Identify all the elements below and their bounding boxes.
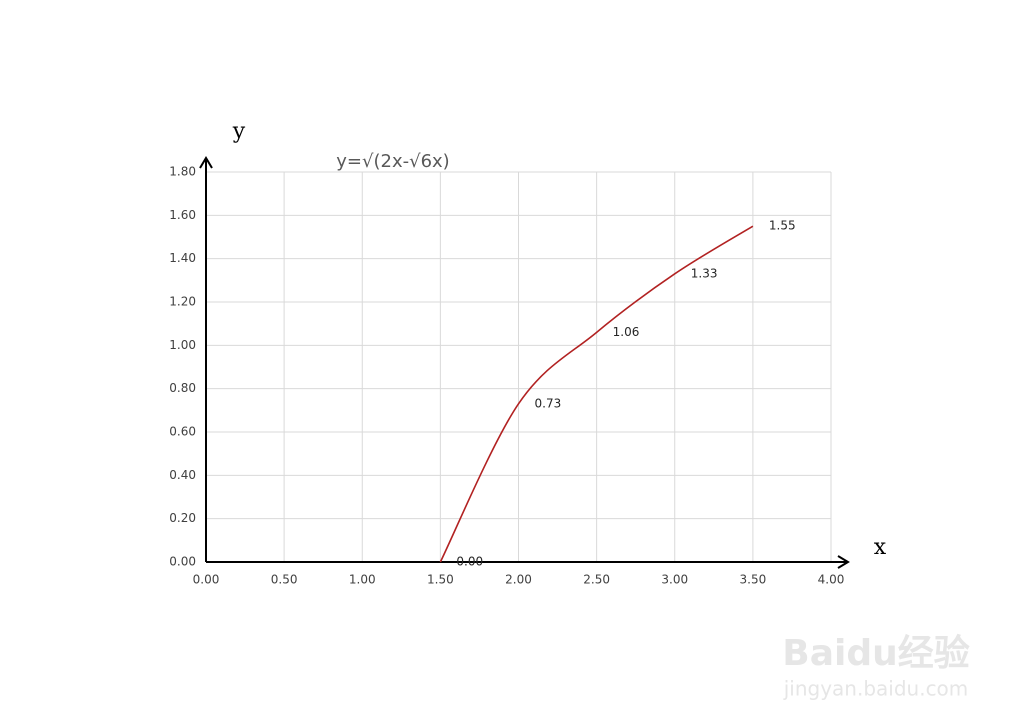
y-tick-label: 0.80 [169,381,196,395]
x-tick-label: 1.00 [349,573,376,587]
data-label: 0.00 [456,555,483,569]
x-axis-label: x [874,535,887,560]
chart-title: y=√(2x-√6x) [336,151,449,172]
watermark-url: jingyan.baidu.com [783,677,969,701]
data-label: 1.55 [769,219,796,233]
y-axis-label: y [232,119,246,144]
data-label: 1.06 [613,325,640,339]
x-axis [206,555,850,569]
x-tick-label: 0.50 [271,573,298,587]
series-line [439,225,754,563]
data-label: 1.33 [691,266,718,280]
data-label: 0.73 [535,396,562,410]
y-tick-label: 0.00 [169,555,196,569]
y-tick-label: 0.20 [169,511,196,525]
y-tick-label: 1.20 [169,295,196,309]
x-tick-label: 2.00 [505,573,532,587]
x-tick-label: 3.50 [740,573,767,587]
y-axis [199,156,213,562]
y-tick-label: 1.60 [169,208,196,222]
y-tick-label: 0.60 [169,425,196,439]
x-tick-label: 3.00 [661,573,688,587]
x-tick-label: 4.00 [818,573,845,587]
y-tick-label: 0.40 [169,468,196,482]
watermark-logo: Baidu经验 [782,633,969,674]
y-tick-label: 1.80 [169,165,196,179]
x-tick-label: 0.00 [193,573,220,587]
x-tick-label: 1.50 [427,573,454,587]
y-tick-label: 1.00 [169,338,196,352]
y-tick-label: 1.40 [169,251,196,265]
x-tick-label: 2.50 [583,573,610,587]
